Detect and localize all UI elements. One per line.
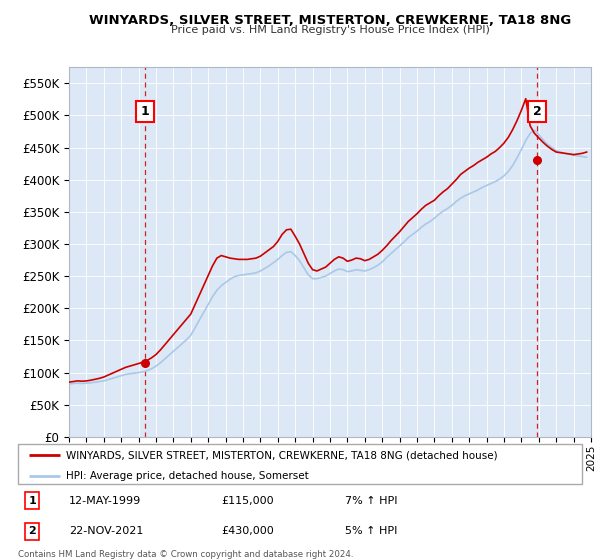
Text: 12-MAY-1999: 12-MAY-1999 (69, 496, 141, 506)
Text: Contains HM Land Registry data © Crown copyright and database right 2024.
This d: Contains HM Land Registry data © Crown c… (18, 550, 353, 560)
Text: 2: 2 (28, 526, 36, 536)
Text: WINYARDS, SILVER STREET, MISTERTON, CREWKERNE, TA18 8NG (detached house): WINYARDS, SILVER STREET, MISTERTON, CREW… (66, 450, 497, 460)
Text: 5% ↑ HPI: 5% ↑ HPI (345, 526, 397, 536)
Text: 2: 2 (533, 105, 541, 118)
Text: Price paid vs. HM Land Registry's House Price Index (HPI): Price paid vs. HM Land Registry's House … (170, 25, 490, 35)
Text: 7% ↑ HPI: 7% ↑ HPI (345, 496, 398, 506)
Text: 22-NOV-2021: 22-NOV-2021 (69, 526, 143, 536)
Text: £430,000: £430,000 (221, 526, 274, 536)
Text: £115,000: £115,000 (221, 496, 274, 506)
Text: WINYARDS, SILVER STREET, MISTERTON, CREWKERNE, TA18 8NG: WINYARDS, SILVER STREET, MISTERTON, CREW… (89, 14, 571, 27)
Text: 1: 1 (28, 496, 36, 506)
Text: HPI: Average price, detached house, Somerset: HPI: Average price, detached house, Some… (66, 470, 308, 480)
FancyBboxPatch shape (18, 444, 582, 484)
Text: 1: 1 (140, 105, 149, 118)
